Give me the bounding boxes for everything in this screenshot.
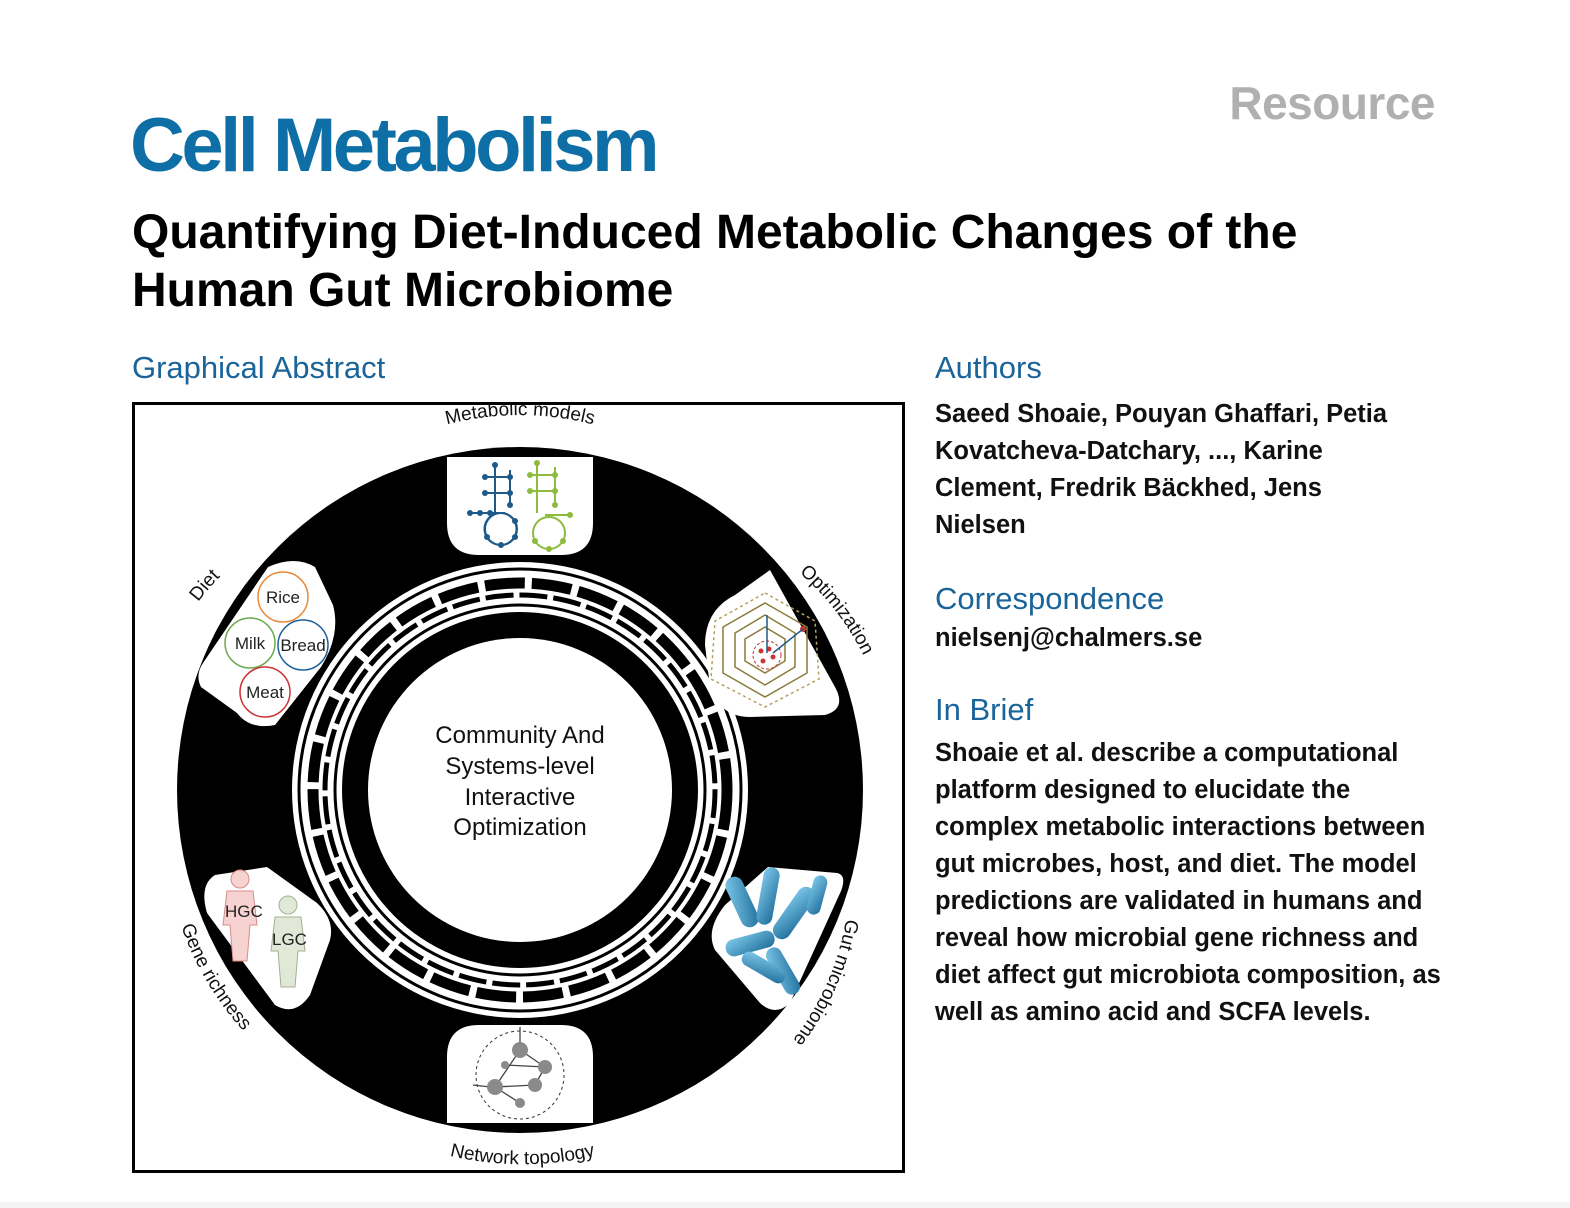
correspondence-heading: Correspondence [935, 581, 1165, 616]
milk-circle [224, 617, 276, 669]
segment-label-metabolic-models: Metabolic models [443, 405, 597, 429]
diet-tile: Rice Milk Bread Meat [198, 561, 336, 727]
hgc-person-icon [222, 869, 258, 962]
optimization-tile [705, 570, 840, 717]
graphical-abstract-figure: Community And Systems-level Interactive … [176, 405, 877, 1169]
segment-label-diet: Diet [186, 565, 225, 605]
metabolic-models-tile [447, 457, 593, 555]
authors-list: Saeed Shoaie, Pouyan Ghaffari, Petia Kov… [935, 400, 1388, 539]
diet-bread-label: Bread [280, 636, 325, 655]
center-line-2: Systems-level [445, 753, 594, 780]
article-title: Quantifying Diet-Induced Metabolic Chang… [132, 206, 1298, 317]
article-type-label: Resource [1229, 77, 1435, 129]
diet-rice-label: Rice [266, 588, 300, 607]
rice-circle [257, 571, 309, 623]
gene-richness-tile: HGC LGC [204, 867, 332, 1010]
lgc-label: LGC [272, 930, 307, 949]
diet-meat-label: Meat [246, 683, 284, 702]
meat-circle [239, 666, 291, 718]
lgc-person-icon [270, 895, 306, 988]
in-brief-text: Shoaie et al. describe a computational p… [935, 739, 1441, 1026]
in-brief-heading: In Brief [935, 692, 1034, 727]
center-line-4: Optimization [453, 814, 586, 841]
page-bottom-edge [0, 1202, 1570, 1208]
bread-circle [277, 619, 329, 671]
graphical-abstract-heading: Graphical Abstract [132, 350, 386, 385]
center-line-3: Interactive [465, 784, 576, 811]
optimization-polygon-icon [710, 592, 820, 708]
bacteria-icon [725, 867, 828, 995]
journal-title: Cell Metabolism [130, 103, 660, 188]
gut-microbiome-tile [711, 867, 844, 1010]
center-line-1: Community And [435, 722, 604, 749]
graphical-abstract: Community And Systems-level Interactive … [132, 402, 905, 1173]
authors-heading: Authors [935, 350, 1042, 385]
hgc-label: HGC [225, 902, 263, 921]
segment-label-network-topology: Network topology [449, 1140, 597, 1169]
diet-milk-label: Milk [235, 634, 266, 653]
correspondence-email[interactable]: nielsenj@chalmers.se [935, 624, 1203, 652]
network-topology-tile [447, 1025, 593, 1123]
